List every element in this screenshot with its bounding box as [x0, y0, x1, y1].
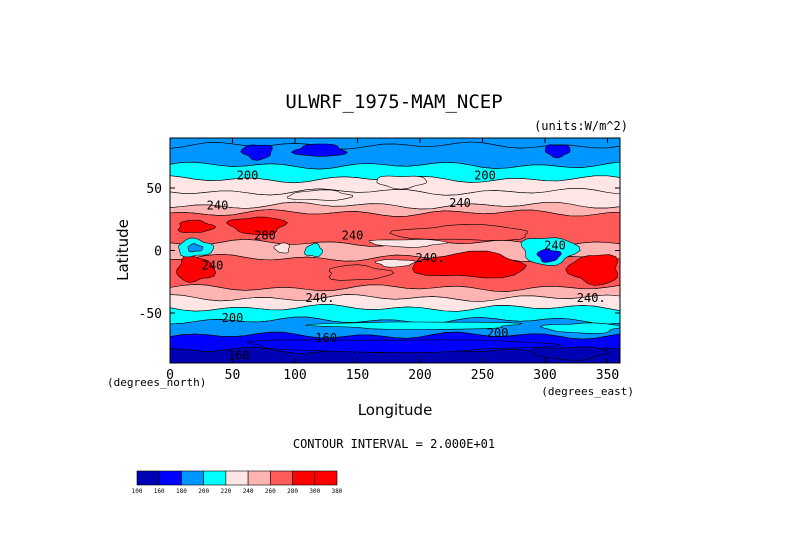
colorbar-tick-label: 220: [220, 488, 231, 495]
data-blob: [368, 239, 449, 248]
y-tick-label: 50: [146, 182, 162, 197]
data-blob: [175, 254, 217, 283]
x-tick-label: 200: [408, 368, 431, 383]
contour-label: 200: [474, 169, 496, 183]
data-blob: [225, 216, 288, 236]
colorbar-tick-label: 100: [132, 488, 143, 495]
contour-label: 240: [207, 199, 229, 213]
contour-label: 240: [449, 196, 471, 210]
colorbar-tick-label: 380: [332, 488, 343, 495]
colorbar-swatch: [270, 470, 293, 486]
data-blob: [412, 250, 527, 279]
data-blob: [286, 189, 354, 201]
x-tick-label: 50: [225, 368, 241, 383]
x-tick-label: 300: [533, 368, 556, 383]
y-unit-note: (degrees_north): [107, 376, 206, 389]
plot-area: [170, 138, 620, 363]
contour-label: 240.: [416, 251, 445, 265]
x-tick-label: 150: [346, 368, 369, 383]
x-axis-label: Longitude: [358, 401, 433, 419]
data-blob: [539, 322, 620, 334]
colorbar-swatch: [314, 470, 338, 486]
y-axis-ticks: 50 0 -50: [139, 182, 620, 322]
data-blob: [187, 243, 204, 253]
y-axis-label: Latitude: [114, 219, 132, 281]
data-blob: [246, 339, 563, 354]
data-blob: [304, 242, 324, 258]
y-tick-label: 0: [154, 245, 162, 260]
data-blob: [177, 219, 217, 233]
contour-label: 240.: [577, 291, 606, 305]
colorbar-tick-label: 180: [176, 488, 187, 495]
colorbar-tick-label: 280: [287, 488, 298, 495]
colorbar-swatch: [247, 470, 271, 486]
contour-label: 160: [315, 331, 337, 345]
colorbar: 100 160 180 200 220 240 260 280 300 380: [132, 470, 343, 495]
data-band: [170, 346, 620, 363]
data-blob: [565, 254, 619, 286]
data-blob: [544, 144, 571, 159]
x-tick-label: 100: [283, 368, 306, 383]
contour-label: 240.: [306, 291, 335, 305]
data-blob: [531, 346, 610, 361]
contour-label: 280: [254, 229, 276, 243]
contour-label: 200: [237, 169, 259, 183]
units-label: (units:W/m^2): [534, 119, 628, 133]
x-axis-ticks: 0 50 100 150 200 250 300 350: [166, 138, 619, 383]
colorbar-swatch: [292, 470, 316, 486]
data-blob: [536, 248, 562, 263]
colorbar-tick-label: 300: [309, 488, 320, 495]
data-blob: [328, 264, 395, 281]
contour-label: 200: [222, 311, 244, 325]
contour-label: 160: [228, 349, 250, 363]
colorbar-swatch: [136, 470, 160, 486]
contour-label: 240: [342, 229, 364, 243]
contour-interval-text: CONTOUR INTERVAL = 2.000E+01: [293, 437, 495, 451]
colorbar-tick-label: 160: [154, 488, 165, 495]
y-tick-label: -50: [139, 307, 162, 322]
data-blob: [304, 321, 523, 330]
x-tick-label: 350: [596, 368, 619, 383]
x-unit-note: (degrees_east): [541, 385, 634, 398]
data-blob: [376, 175, 428, 190]
contour-label: 200.: [487, 326, 516, 340]
chart-title: ULWRF_1975-MAM_NCEP: [285, 91, 502, 113]
data-blob: [389, 223, 528, 241]
contour-label: 240: [202, 259, 224, 273]
colorbar-swatch: [203, 470, 227, 486]
colorbar-swatch: [225, 470, 249, 486]
data-blob: [273, 242, 291, 254]
colorbar-tick-label: 260: [265, 488, 276, 495]
colorbar-tick-label: 240: [243, 488, 254, 495]
data-blob: [374, 258, 417, 268]
colorbar-swatch: [158, 470, 182, 486]
x-tick-label: 250: [471, 368, 494, 383]
colorbar-tick-label: 200: [198, 488, 209, 495]
data-blob: [290, 143, 348, 157]
colorbar-swatch: [181, 470, 204, 486]
contour-label: 240: [544, 239, 566, 253]
x-tick-label: 0: [166, 368, 174, 383]
data-blob: [240, 144, 273, 161]
